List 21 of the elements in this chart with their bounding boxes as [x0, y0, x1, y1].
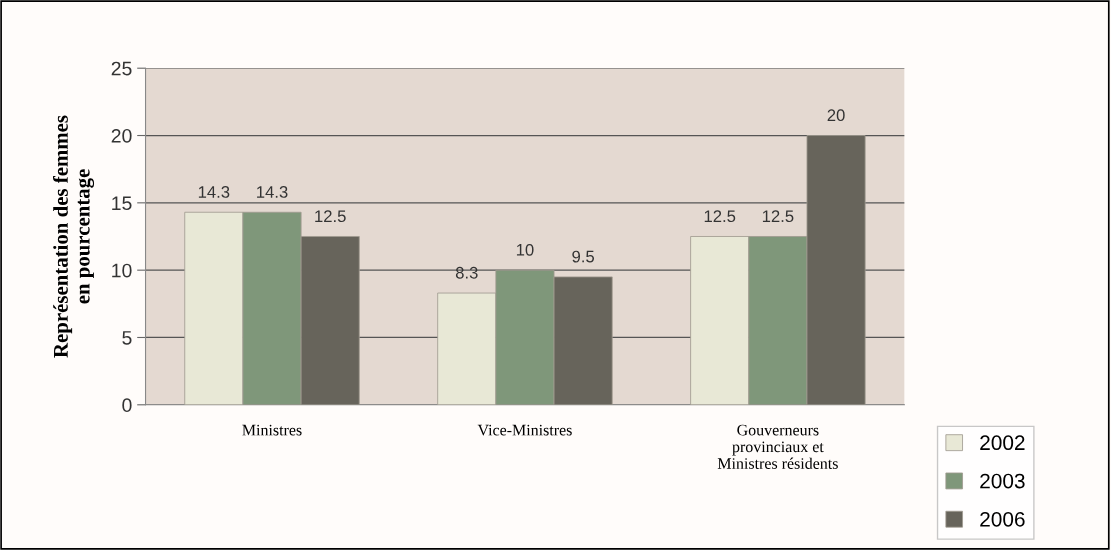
data-label: 12.5	[704, 210, 736, 223]
data-label: 10	[516, 243, 534, 256]
y-tick-label: 15	[112, 196, 132, 211]
data-label: 9.5	[572, 250, 595, 263]
legend-label: 2006	[980, 511, 1025, 527]
x-tick-label: Gouverneurs provinciaux et Ministres résidents	[717, 424, 838, 469]
data-label: 14.3	[198, 186, 230, 198]
data-label: 20	[827, 109, 845, 122]
data-label: 14.3	[257, 186, 288, 198]
data-label: 12.5	[315, 210, 346, 223]
legend-label: 2002	[980, 435, 1025, 451]
y-tick-label: 20	[111, 128, 132, 143]
data-label: 12.5	[762, 210, 794, 223]
y-tick-label: 5	[122, 331, 132, 345]
legend-label: 2003	[980, 473, 1025, 489]
x-tick-label: Ministres	[242, 424, 302, 436]
x-tick-label: Vice-Ministres	[477, 424, 572, 436]
y-tick-label: 25	[111, 61, 132, 76]
y-tick-label: 10	[112, 263, 132, 278]
y-tick-label: 0	[122, 398, 132, 413]
y-axis-title: Représentation des femmes en pourcentage	[53, 115, 95, 358]
